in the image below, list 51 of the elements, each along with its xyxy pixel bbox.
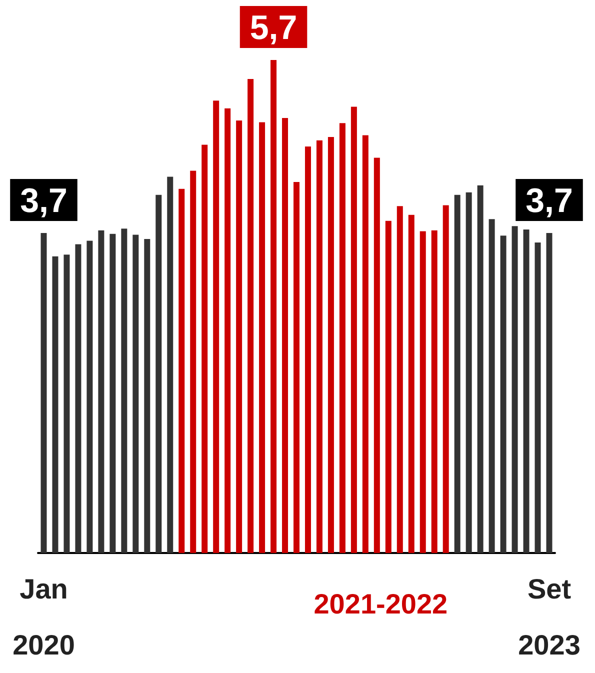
bar — [224, 108, 231, 553]
data-label: 5,7 — [250, 9, 298, 47]
bar — [396, 206, 403, 553]
bar — [190, 170, 196, 553]
bar — [431, 230, 438, 553]
bar — [40, 232, 47, 553]
bar — [213, 100, 220, 553]
bar — [98, 230, 104, 553]
bar — [304, 146, 311, 553]
bar — [546, 232, 552, 553]
bar — [534, 242, 541, 553]
bar — [270, 60, 277, 553]
bar — [466, 192, 472, 553]
bar — [374, 158, 380, 553]
bar — [328, 136, 334, 553]
bar — [477, 185, 484, 553]
x-tick-label: Jan 2020 — [12, 574, 75, 660]
bar — [442, 205, 449, 553]
bar — [523, 230, 530, 553]
bar — [110, 234, 116, 553]
bar — [144, 239, 150, 553]
x-tick-label: Set 2023 — [518, 574, 580, 660]
bar — [75, 244, 82, 553]
bar — [132, 234, 139, 553]
bar — [121, 228, 128, 553]
bar — [202, 144, 208, 553]
bar — [316, 140, 322, 553]
bar — [156, 194, 162, 553]
text: 2021-2022 — [314, 588, 448, 620]
data-label: 3,7 — [20, 182, 68, 220]
bar — [282, 118, 288, 553]
bar — [294, 182, 300, 553]
bar — [385, 220, 392, 553]
data-label: 3,7 — [526, 182, 573, 220]
bar — [512, 226, 518, 553]
bar — [488, 219, 495, 553]
bar — [178, 188, 185, 553]
bar — [339, 123, 346, 553]
bar — [408, 214, 414, 553]
bar — [64, 254, 70, 553]
bar — [52, 256, 58, 553]
bar — [167, 176, 174, 553]
bar — [86, 240, 93, 553]
bar — [259, 122, 266, 553]
bar — [362, 135, 368, 553]
bar — [454, 194, 460, 553]
bar — [248, 79, 254, 553]
bar — [236, 120, 242, 553]
bar — [350, 106, 357, 553]
bar — [420, 231, 426, 553]
bar — [500, 236, 506, 553]
